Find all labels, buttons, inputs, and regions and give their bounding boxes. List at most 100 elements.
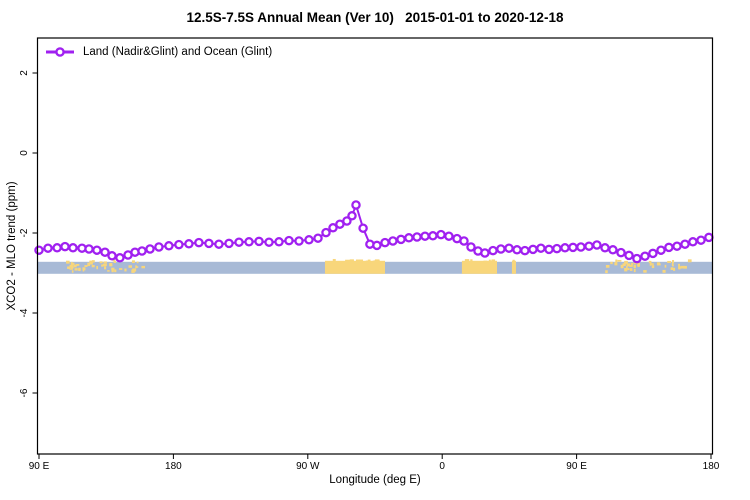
- data-point: [544, 244, 554, 255]
- island-speckle: [114, 269, 117, 273]
- data-point: [68, 243, 78, 253]
- data-point: [436, 229, 446, 240]
- island-speckle: [101, 264, 104, 267]
- data-point: [528, 244, 538, 255]
- island-speckle: [111, 267, 115, 271]
- land-edge-speckle: [359, 259, 364, 263]
- data-point: [92, 245, 102, 255]
- island-speckle: [617, 260, 622, 262]
- island-speckle: [136, 261, 139, 264]
- island-speckle: [82, 267, 86, 271]
- island-speckle: [633, 268, 636, 273]
- land-edge-speckle: [464, 259, 470, 262]
- data-point: [184, 239, 194, 249]
- land-segment: [324, 260, 386, 274]
- data-point: [504, 243, 514, 253]
- data-point: [107, 251, 117, 261]
- data-point: [420, 231, 430, 241]
- data-point: [145, 244, 155, 254]
- data-point: [34, 245, 44, 255]
- island-speckle: [629, 268, 633, 271]
- data-point: [351, 200, 361, 210]
- island-speckle: [131, 260, 135, 264]
- data-point: [459, 236, 469, 246]
- island-speckle: [633, 264, 636, 269]
- island-speckle: [656, 262, 661, 264]
- plot-border: [36, 37, 714, 455]
- data-point: [632, 253, 642, 264]
- island-speckle: [631, 262, 634, 266]
- data-point: [174, 239, 184, 250]
- data-point: [380, 237, 390, 248]
- data-point: [512, 245, 522, 255]
- data-point: [254, 236, 264, 247]
- island-speckle: [131, 269, 135, 273]
- island-speckle: [74, 268, 78, 271]
- data-point: [466, 242, 476, 252]
- data-series: [34, 200, 714, 264]
- y-tick-label: 0: [19, 150, 30, 156]
- data-point: [321, 227, 331, 238]
- data-point: [560, 243, 570, 253]
- island-speckle: [112, 259, 116, 262]
- land-edge-speckle: [367, 259, 371, 263]
- data-point: [696, 235, 706, 245]
- island-speckle: [610, 261, 613, 265]
- island-speckle: [135, 266, 139, 268]
- land-edge-speckle: [488, 259, 491, 263]
- island-speckle: [637, 263, 639, 267]
- island-speckle: [102, 263, 107, 267]
- data-point: [244, 237, 254, 247]
- data-point: [60, 241, 70, 252]
- island-speckle: [678, 267, 681, 270]
- chart-title: 12.5S-7.5S Annual Mean (Ver 10) 2015-01-…: [186, 10, 564, 25]
- data-point: [284, 235, 294, 246]
- island-speckle: [87, 262, 91, 267]
- island-speckle: [673, 267, 676, 271]
- data-point: [584, 241, 594, 251]
- x-tick-label: 90 W: [296, 461, 320, 472]
- data-point: [656, 245, 666, 255]
- island-speckle: [629, 264, 633, 267]
- data-point: [214, 239, 224, 249]
- data-point: [164, 241, 174, 251]
- data-point: [568, 242, 578, 253]
- data-point: [704, 232, 714, 243]
- data-point: [576, 242, 586, 252]
- data-point: [304, 235, 314, 245]
- island-speckle: [648, 260, 652, 263]
- island-speckle: [67, 266, 71, 269]
- island-speckle: [681, 265, 685, 269]
- island-speckle: [650, 263, 654, 265]
- data-point: [347, 211, 357, 221]
- legend-marker-icon: [46, 47, 74, 57]
- data-point: [154, 242, 164, 252]
- island-speckle: [70, 263, 73, 267]
- island-speckle: [627, 268, 630, 271]
- island-speckle: [626, 263, 631, 267]
- data-point: [137, 246, 147, 256]
- data-point: [488, 245, 498, 256]
- map-strip: [37, 258, 713, 274]
- island-speckle: [69, 264, 72, 268]
- data-point: [592, 240, 602, 250]
- island-speckle: [656, 263, 661, 266]
- data-point: [648, 248, 658, 259]
- island-speckle: [135, 265, 137, 269]
- y-tick-label: -6: [19, 388, 30, 397]
- data-point: [496, 244, 506, 254]
- land-segment: [511, 260, 516, 274]
- y-tick-label: 2: [19, 70, 30, 76]
- land-edge-speckle: [332, 258, 336, 262]
- y-tick-label: -4: [19, 308, 30, 317]
- data-point: [388, 236, 398, 246]
- x-tick-label: 0: [439, 461, 445, 472]
- x-tick-label: 180: [703, 461, 720, 472]
- island-speckle: [111, 269, 114, 273]
- island-speckle: [637, 263, 641, 266]
- data-point: [204, 238, 214, 249]
- data-point: [328, 223, 338, 233]
- island-speckle: [672, 259, 675, 264]
- data-point: [100, 247, 110, 257]
- data-point: [600, 243, 610, 253]
